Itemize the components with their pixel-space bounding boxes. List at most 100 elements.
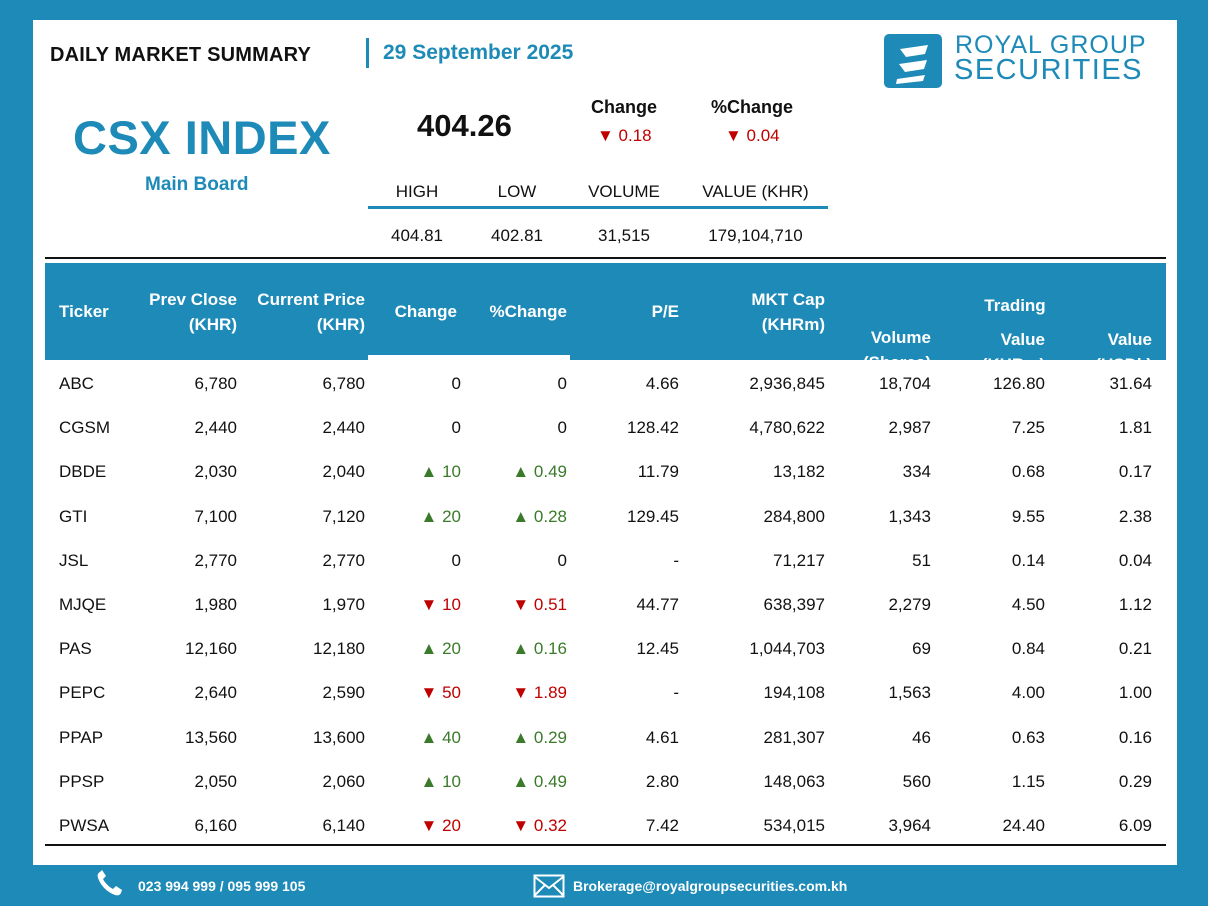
cell-pe: 44.77: [636, 595, 679, 614]
cell-pchange: ▲ 0.28: [512, 506, 567, 526]
table-row: PWSA 6,160 6,140 ▼ 20 ▼ 0.32 7.42 534,015 3,964…: [45, 804, 1166, 848]
mail-icon: [533, 874, 565, 903]
stat-header-low: LOW: [497, 182, 537, 201]
report-title: DAILY MARKET SUMMARY: [50, 44, 312, 66]
cell-change: ▼ 10: [420, 595, 461, 614]
cell-mktcap: 534,015: [763, 816, 825, 835]
cell-volume: 1,563: [888, 683, 931, 703]
cell-prev-close: 6,780: [194, 374, 237, 393]
cell-current-price: 13,600: [313, 727, 365, 747]
table-row: PPAP 13,560 13,600 ▲ 40 ▲ 0.29 4.61 281,307 46 0…: [45, 716, 1166, 760]
index-pchange-value: ▼ 0.04: [725, 126, 780, 145]
table-row: PAS 12,160 12,180 ▲ 20 ▲ 0.16 12.45 1,044,703 6…: [45, 627, 1166, 671]
board-name: Main Board: [145, 174, 249, 195]
cell-prev-close: 2,440: [194, 418, 237, 438]
cell-current-price: 12,180: [313, 639, 365, 659]
stat-header-value: VALUE (KHR): [702, 182, 809, 201]
cell-pe: 2.80: [645, 771, 679, 791]
stat-volume: 31,515: [598, 226, 650, 245]
table-row: CGSM 2,440 2,440 0 0 128.42 4,780,622 2,987 7.25…: [45, 406, 1166, 450]
cell-current-price: 7,120: [322, 506, 365, 526]
cell-pe: -: [673, 683, 679, 703]
cell-prev-close: 2,030: [194, 462, 237, 482]
cell-value-khr: 1.15: [1011, 771, 1045, 791]
cell-value-khr: 0.14: [1011, 550, 1045, 570]
cell-volume: 18,704: [879, 374, 931, 393]
logo-text-line1: ROYAL GROUP: [955, 31, 1147, 59]
title-divider: [366, 38, 369, 68]
cell-value-khr: 0.68: [1011, 462, 1045, 482]
stat-value: 179,104,710: [708, 226, 803, 245]
cell-value-khr: 4.50: [1011, 595, 1045, 614]
cell-pe: 128.42: [627, 418, 679, 438]
cell-mktcap: 13,182: [773, 462, 825, 482]
footer-email[interactable]: Brokerage@royalgroupsecurities.com.kh: [573, 878, 848, 894]
cell-value-khr: 9.55: [1011, 506, 1045, 526]
table-row: JSL 2,770 2,770 0 0 - 71,217 51 0.14 0.04: [45, 539, 1166, 583]
cell-ticker: DBDE: [59, 462, 107, 482]
cell-ticker: PAS: [59, 639, 92, 659]
cell-value-usd: 0.04: [1118, 550, 1152, 570]
th-trading-group: Trading: [984, 296, 1046, 315]
cell-value-usd: 1.81: [1118, 418, 1152, 438]
th-pchange: %Change: [489, 302, 567, 321]
footer-phone[interactable]: 023 994 999 / 095 999 105: [138, 878, 306, 894]
cell-pe: 129.45: [627, 506, 679, 526]
cell-mktcap: 4,780,622: [749, 418, 825, 438]
cell-ticker: PWSA: [59, 816, 110, 835]
cell-change: ▲ 10: [420, 771, 461, 791]
cell-mktcap: 638,397: [763, 595, 825, 614]
cell-value-usd: 31.64: [1109, 374, 1152, 393]
cell-mktcap: 281,307: [763, 727, 825, 747]
table-row: DBDE 2,030 2,040 ▲ 10 ▲ 0.49 11.79 13,182 334 0.…: [45, 450, 1166, 494]
th-ticker: Ticker: [59, 302, 109, 321]
cell-volume: 46: [912, 727, 931, 747]
cell-value-usd: 2.38: [1118, 506, 1152, 526]
th-pe: P/E: [651, 302, 679, 321]
cell-current-price: 2,440: [322, 418, 365, 438]
cell-ticker: PPSP: [59, 771, 105, 791]
th-prev-close: Prev Close (KHR): [149, 290, 237, 334]
th-change: Change: [394, 302, 457, 321]
cell-value-khr: 0.84: [1011, 639, 1045, 659]
cell-value-usd: 0.16: [1118, 727, 1152, 747]
cell-ticker: GTI: [59, 506, 88, 526]
cell-prev-close: 7,100: [194, 506, 237, 526]
cell-value-usd: 1.00: [1118, 683, 1152, 703]
cell-prev-close: 2,640: [194, 683, 237, 703]
cell-pe: 12.45: [636, 639, 679, 659]
stat-header-volume: VOLUME: [588, 182, 660, 201]
stat-low: 402.81: [491, 226, 543, 245]
cell-pchange: ▼ 0.32: [512, 816, 567, 835]
cell-ticker: PEPC: [59, 683, 106, 703]
cell-change: ▼ 20: [420, 816, 461, 835]
table-top-rule: [45, 257, 1166, 259]
logo-text-line2: SECURITIES: [954, 54, 1144, 86]
cell-change: ▲ 40: [420, 727, 461, 747]
index-value: 404.26: [417, 108, 512, 143]
cell-value-khr: 126.80: [993, 374, 1045, 393]
cell-ticker: ABC: [59, 374, 94, 393]
cell-value-khr: 24.40: [1002, 816, 1045, 835]
th-value-usd: Value (USDk): [1095, 330, 1152, 374]
summary-card: DAILY MARKET SUMMARY 29 September 2025 R…: [33, 20, 1177, 865]
stat-header-high: HIGH: [395, 182, 439, 201]
cell-value-usd: 0.17: [1118, 462, 1152, 482]
phone-icon: [95, 869, 125, 902]
index-change-label: Change: [591, 97, 658, 117]
cell-volume: 2,279: [888, 595, 931, 614]
th-value-khr: Value (KHRm): [981, 330, 1045, 374]
cell-volume: 51: [912, 550, 931, 570]
cell-pchange: ▼ 0.51: [512, 595, 567, 614]
index-name: CSX INDEX: [73, 111, 331, 164]
cell-ticker: PPAP: [59, 727, 104, 747]
table-bottom-rule: [45, 844, 1166, 846]
table-row: MJQE 1,980 1,970 ▼ 10 ▼ 0.51 44.77 638,397 2,27…: [45, 583, 1166, 627]
cell-mktcap: 71,217: [773, 550, 825, 570]
cell-mktcap: 148,063: [763, 771, 825, 791]
cell-ticker: MJQE: [59, 595, 107, 614]
cell-mktcap: 1,044,703: [749, 639, 825, 659]
cell-prev-close: 12,160: [185, 639, 237, 659]
cell-value-usd: 0.29: [1118, 771, 1152, 791]
cell-mktcap: 2,936,845: [749, 374, 825, 393]
